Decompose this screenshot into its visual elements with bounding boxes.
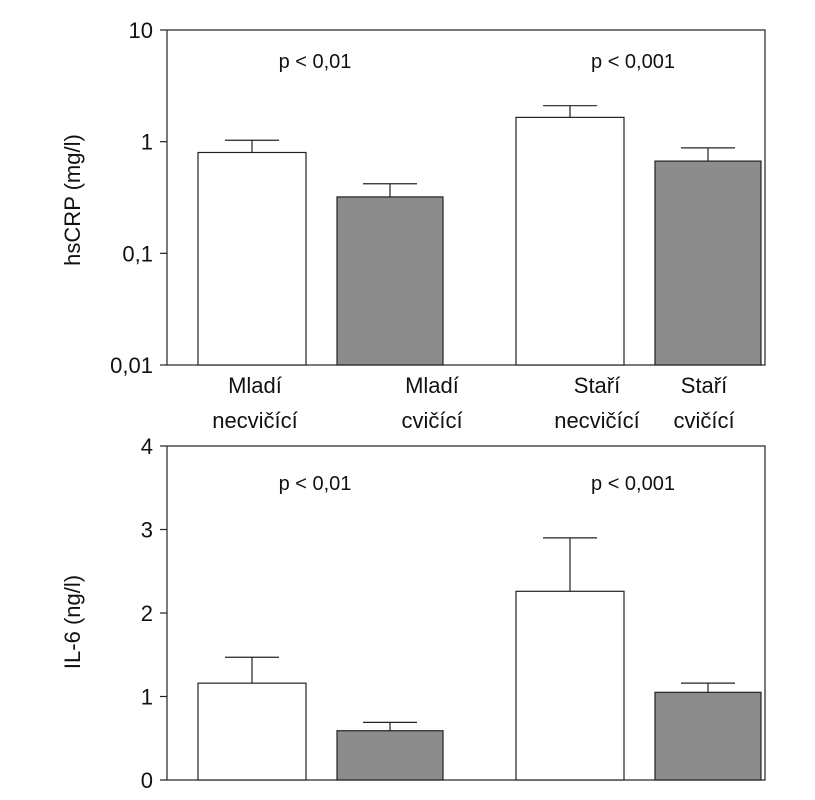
- il6-y-tick-label: 1: [141, 685, 153, 710]
- category-label-line2-2: necvičící: [554, 408, 640, 433]
- hscrp-y-tick-label: 0,1: [122, 241, 153, 266]
- il6-bar-0: [197, 682, 307, 781]
- category-label-line1-1: Mladí: [405, 373, 459, 398]
- hscrp-p-value-1: p < 0,001: [591, 51, 675, 73]
- hscrp-y-tick-label: 0,01: [110, 353, 153, 378]
- hscrp-y-tick-label: 1: [141, 130, 153, 155]
- il6-y-tick-label: 4: [141, 434, 153, 459]
- il6-p-value-1: p < 0,001: [591, 473, 675, 495]
- il6-y-tick-label: 0: [141, 768, 153, 793]
- hscrp-y-tick-label: 10: [129, 18, 153, 43]
- hscrp-bar-1: [336, 196, 444, 366]
- il6-y-axis-label: IL-6 (ng/l): [60, 575, 85, 669]
- category-label-line2-0: necvičící: [212, 408, 298, 433]
- hscrp-chart: hsCRP (mg/l) 10 1 0,1 0,01 p < 0,01 p < 0,001…: [60, 18, 766, 433]
- il6-bar-2: [515, 590, 625, 781]
- il6-bar-3: [654, 691, 762, 781]
- category-label-line2-3: cvičící: [673, 408, 734, 433]
- il6-chart: IL-6 (ng/l) 4 3 2 1 0 p < 0,01 p < 0,001: [60, 434, 766, 793]
- hscrp-plot-frame: [166, 29, 766, 366]
- category-label-line1-3: Staří: [681, 373, 727, 398]
- category-label-line1-0: Mladí: [228, 373, 282, 398]
- hscrp-bar-3: [654, 160, 762, 366]
- il6-p-value-0: p < 0,01: [279, 473, 352, 495]
- il6-bar-1: [336, 730, 444, 781]
- hscrp-bar-2: [515, 116, 625, 366]
- il6-y-tick-label: 3: [141, 518, 153, 543]
- category-label-line2-1: cvičící: [401, 408, 462, 433]
- il6-y-tick-label: 2: [141, 601, 153, 626]
- hscrp-bar-0: [197, 151, 307, 366]
- hscrp-p-value-0: p < 0,01: [279, 51, 352, 73]
- category-label-line1-2: Staří: [574, 373, 620, 398]
- hscrp-y-axis-label: hsCRP (mg/l): [60, 134, 85, 266]
